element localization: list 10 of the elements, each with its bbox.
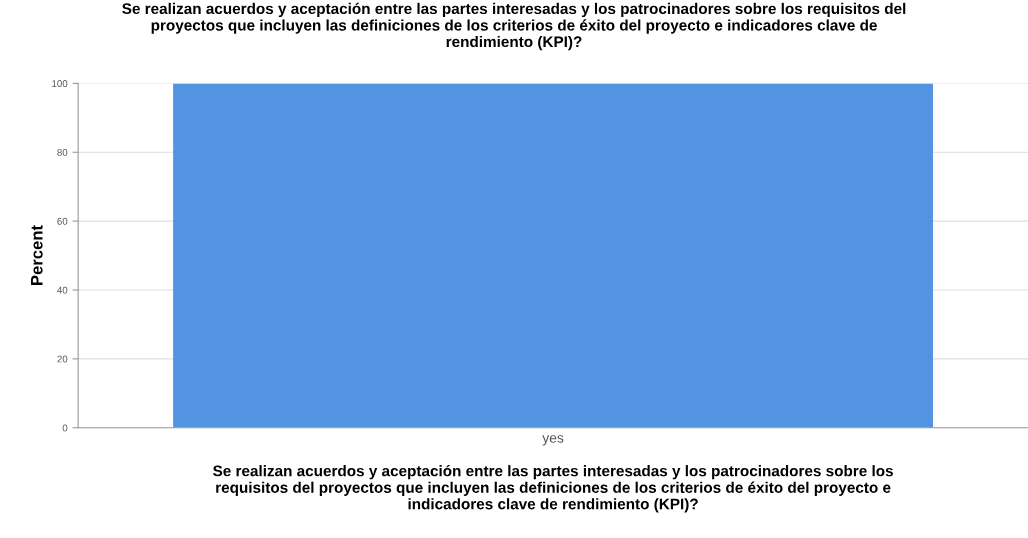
x-axis-title: Se realizan acuerdos y aceptación entre las partes interesadas y los patrocinadores sobre los requisitos del proyectos que incluyen las definiciones de los criterios de éxito del proyecto e indicadores clave de rendimiento (KPI)?: [213, 464, 893, 513]
y-axis-title: Percent: [31, 225, 43, 285]
chart-title: Se realizan acuerdos y aceptación entre las partes interesadas y los patrocinadores sobre los requisitos del proyectos que incluyen las definiciones de los criterios de éxito del proyecto e indicadores clave de rendimiento (KPI)?: [122, 2, 906, 51]
y-tick-label: 0: [62, 424, 68, 432]
y-tick-label: 20: [57, 355, 68, 363]
y-tick-label: 80: [57, 148, 68, 156]
y-tick-label: 60: [57, 217, 68, 225]
x-tick-label: yes: [542, 435, 564, 446]
y-tick-label: 40: [57, 286, 68, 294]
y-tick-label: 100: [52, 80, 68, 88]
